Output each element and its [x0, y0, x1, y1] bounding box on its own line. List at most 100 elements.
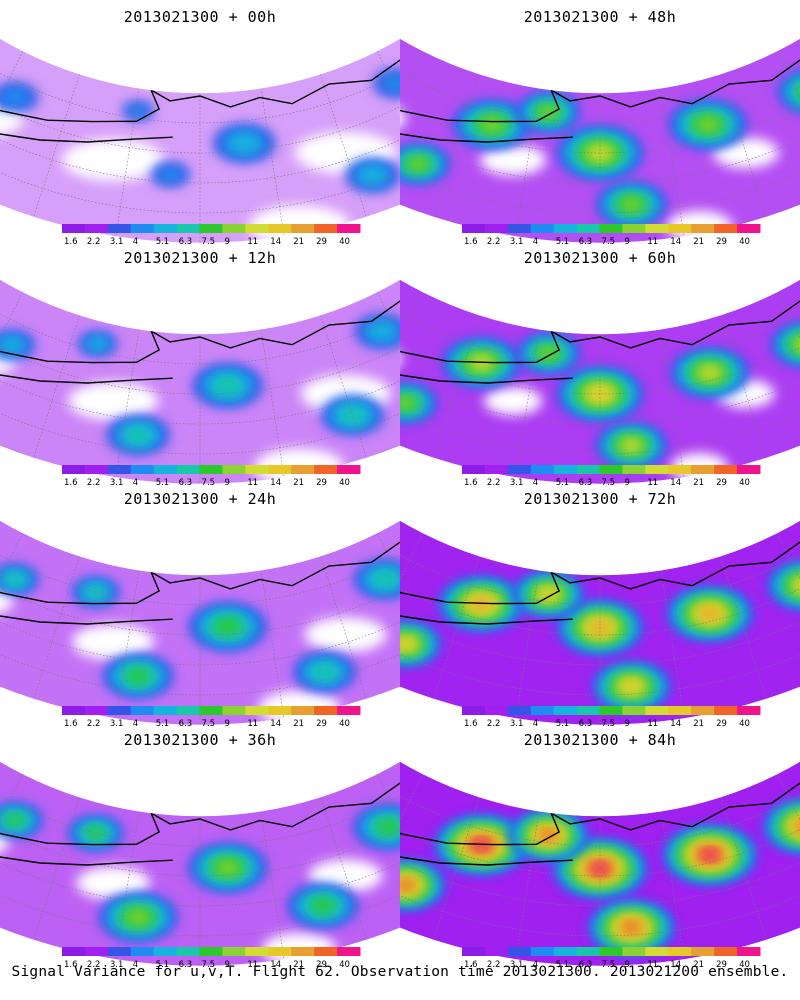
colorbar-tick-label: 11 [247, 719, 258, 729]
colorbar-swatch [337, 465, 361, 474]
colorbar-swatch [84, 706, 109, 715]
colorbar-tick-label: 21 [693, 478, 704, 488]
variance-blob [700, 366, 720, 379]
colorbar-swatch [484, 947, 509, 956]
colorbar-tick-label: 29 [716, 719, 727, 729]
coastline [0, 855, 173, 866]
colorbar-tick-label: 11 [647, 960, 658, 970]
forecast-panel: 2013021300 + 00h 1.6 2.2 3.1 4 5.1 6.3 7.5 9 11 14… [0, 0, 400, 247]
colorbar-tick-label: 21 [293, 719, 304, 729]
colorbar-swatch [130, 947, 155, 956]
variance-blob [400, 639, 414, 649]
colorbar: 1.6 2.2 3.1 4 5.1 6.3 7.5 9 11 14 21 29 40 [62, 706, 361, 729]
colorbar-swatch [314, 947, 338, 956]
variance-blob [409, 158, 428, 170]
colorbar-swatch [107, 947, 132, 956]
colorbar-swatch [714, 465, 738, 474]
colorbar-tick-label: 3.1 [510, 237, 524, 247]
variance-blob [368, 323, 396, 340]
low-variance-gap [62, 139, 165, 181]
colorbar-tick-label: 14 [670, 478, 681, 488]
colorbar-tick-label: 21 [693, 237, 704, 247]
colorbar-swatch [130, 465, 155, 474]
colorbar-tick-label: 2.2 [87, 237, 101, 247]
coastline [0, 614, 173, 625]
colorbar-tick-label: 29 [716, 237, 727, 247]
variance-blob [125, 427, 151, 443]
colorbar-swatch [553, 706, 578, 715]
colorbar-swatch [622, 947, 646, 956]
colorbar-tick-label: 1.6 [64, 478, 78, 488]
colorbar-tick-label: 7.5 [202, 478, 216, 488]
colorbar-tick-label: 29 [316, 478, 327, 488]
colorbar-swatch [291, 224, 315, 233]
colorbar-swatch [622, 224, 646, 233]
colorbar-swatch [176, 706, 201, 715]
colorbar-swatch [268, 706, 292, 715]
colorbar-tick-label: 11 [247, 960, 258, 970]
panel-title: 2013021300 + 84h [523, 731, 677, 749]
low-variance-gap [304, 616, 387, 653]
colorbar-tick-label: 4 [133, 719, 138, 729]
variance-blob [5, 573, 25, 585]
colorbar-swatch [107, 465, 132, 474]
colorbar-tick-label: 5.1 [556, 478, 570, 488]
colorbar-swatch [599, 224, 623, 233]
variance-blob [216, 860, 239, 875]
colorbar-tick-label: 4 [133, 237, 138, 247]
colorbar-tick-label: 11 [647, 237, 658, 247]
colorbar-swatch [645, 465, 669, 474]
low-variance-gap [72, 624, 155, 660]
colorbar-tick-label: 7.5 [602, 960, 616, 970]
colorbar-swatch [291, 706, 315, 715]
colorbar: 1.6 2.2 3.1 4 5.1 6.3 7.5 9 11 14 21 29 40 [62, 224, 361, 247]
colorbar-tick-label: 6.3 [179, 237, 193, 247]
colorbar-tick-label: 29 [716, 960, 727, 970]
colorbar-swatch [576, 224, 601, 233]
variance-blob [126, 668, 150, 684]
colorbar-tick-label: 40 [339, 237, 350, 247]
colorbar-tick-label: 4 [133, 478, 138, 488]
colorbar-swatch [222, 706, 246, 715]
coastline [550, 772, 800, 831]
colorbar-swatch [668, 465, 692, 474]
variance-blob [312, 664, 338, 680]
colorbar-swatch [737, 224, 761, 233]
colorbar-tick-label: 2.2 [87, 478, 101, 488]
colorbar-swatch [337, 947, 361, 956]
variance-blob [228, 133, 260, 153]
coastline [400, 564, 560, 605]
colorbar-swatch [337, 706, 361, 715]
variance-blob [0, 337, 24, 353]
colorbar-tick-label: 1.6 [64, 719, 78, 729]
colorbar-swatch [530, 465, 555, 474]
coastline [150, 49, 400, 108]
colorbar: 1.6 2.2 3.1 4 5.1 6.3 7.5 9 11 14 21 29 40 [462, 947, 761, 970]
colorbar-swatch [668, 947, 692, 956]
forecast-panel: 2013021300 + 84h 1.6 2.2 3.1 4 5.1 6.3 7.5 9 11 14… [400, 723, 800, 970]
variance-blob [539, 347, 558, 359]
colorbar-swatch [222, 465, 246, 474]
coastline [0, 564, 160, 605]
colorbar-tick-label: 1.6 [64, 237, 78, 247]
colorbar-swatch [176, 947, 201, 956]
colorbar-swatch [84, 465, 109, 474]
colorbar-swatch [553, 224, 578, 233]
colorbar-swatch [291, 947, 315, 956]
colorbar-tick-label: 5.1 [156, 237, 170, 247]
colorbar-tick-label: 6.3 [179, 960, 193, 970]
colorbar-swatch [107, 224, 132, 233]
variance-blob [541, 830, 556, 840]
panel-title: 2013021300 + 60h [523, 249, 677, 267]
colorbar-tick-label: 3.1 [510, 960, 524, 970]
colorbar-swatch [507, 465, 532, 474]
colorbar-tick-label: 9 [224, 960, 229, 970]
colorbar-swatch [462, 947, 486, 956]
colorbar-tick-label: 40 [739, 237, 750, 247]
colorbar-swatch [84, 224, 109, 233]
colorbar-tick-label: 14 [270, 237, 281, 247]
colorbar-tick-label: 5.1 [556, 237, 570, 247]
colorbar-tick-label: 14 [670, 960, 681, 970]
variance-blob [480, 117, 504, 132]
variance-blob [622, 440, 641, 451]
